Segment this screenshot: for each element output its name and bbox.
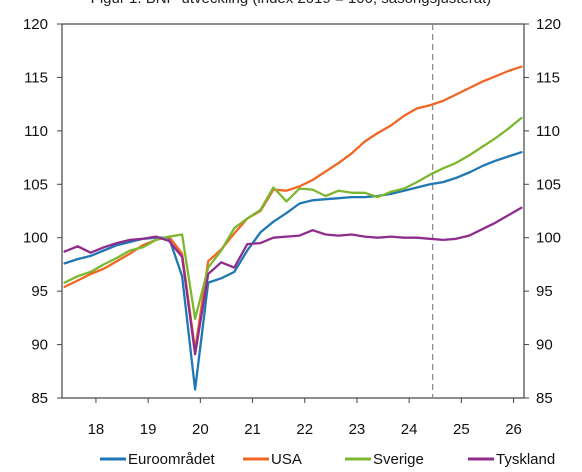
y-tick-label-left: 105 [23, 176, 48, 193]
legend-label: Euroområdet [128, 451, 216, 468]
y-tick-label-left: 85 [31, 390, 48, 407]
y-tick-label-left: 90 [31, 337, 48, 354]
y-tick-label-right: 85 [536, 390, 553, 407]
y-tick-label-right: 115 [536, 69, 560, 86]
y-tick-label-right: 110 [536, 123, 560, 140]
x-tick-label: 26 [505, 421, 522, 438]
plot-frame [61, 23, 525, 399]
x-tick-label: 25 [453, 421, 470, 438]
y-tick-label-right: 90 [536, 337, 553, 354]
y-tick-label-left: 110 [24, 123, 48, 140]
y-tick-label-left: 100 [23, 230, 48, 247]
x-tick-label: 19 [140, 421, 157, 438]
y-tick-label-right: 100 [536, 230, 561, 247]
chart-title-clipped: Figur 1. BNP-utveckling (index 2019 = 10… [0, 0, 582, 10]
legend-label: Sverige [373, 451, 424, 468]
legend: Euroområdet USA Sverige Tyskland [100, 451, 555, 468]
series-line-tyskland [63, 206, 523, 356]
x-tick-label: 18 [88, 421, 105, 438]
legend-label: Tyskland [496, 451, 555, 468]
axes: 85 85 90 90 95 95 100 100 105 105 110 110 115 115 120 1… [23, 16, 561, 438]
x-tick-label: 22 [296, 421, 313, 438]
x-tick-label: 24 [401, 421, 418, 438]
y-tick-label-left: 120 [23, 16, 48, 33]
legend-label: USA [271, 451, 302, 468]
series-line-usa [63, 65, 523, 352]
y-tick-label-right: 105 [536, 176, 561, 193]
x-tick-label: 23 [349, 421, 366, 438]
y-tick-label-right: 95 [536, 283, 553, 300]
x-tick-label: 20 [192, 421, 209, 438]
x-tick-label: 21 [244, 421, 261, 438]
series-line-sverige [63, 116, 523, 321]
series-lines [63, 65, 523, 391]
y-tick-label-left: 95 [31, 283, 48, 300]
y-tick-label-right: 120 [536, 16, 561, 33]
y-tick-label-left: 115 [24, 69, 48, 86]
